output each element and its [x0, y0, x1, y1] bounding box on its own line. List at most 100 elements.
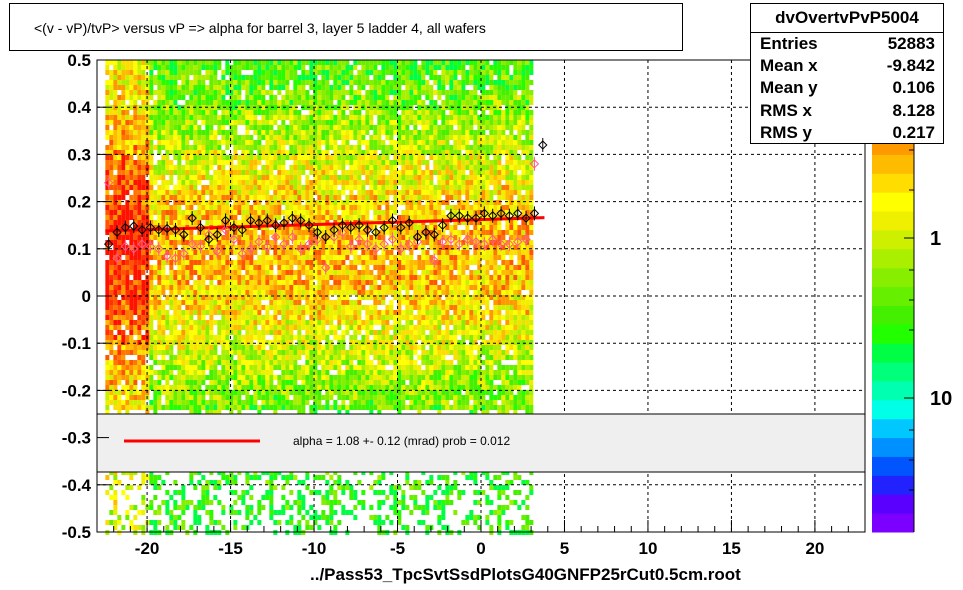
heatmap-cell [253, 280, 258, 285]
heatmap-cell [457, 190, 462, 195]
heatmap-cell [369, 235, 374, 240]
heatmap-cell [497, 80, 502, 85]
heatmap-cell [281, 150, 286, 155]
heatmap-cell [421, 210, 426, 215]
heatmap-cell [125, 160, 130, 165]
heatmap-cell [325, 230, 330, 235]
heatmap-cell [509, 305, 514, 310]
heatmap-cell [405, 105, 410, 110]
heatmap-cell [213, 65, 218, 70]
heatmap-cell [285, 295, 290, 300]
heatmap-cell [225, 270, 230, 275]
heatmap-cell [169, 260, 174, 265]
heatmap-cell [281, 165, 286, 170]
heatmap-cell [161, 125, 166, 130]
heatmap-cell [189, 255, 194, 260]
heatmap-cell [309, 165, 314, 170]
heatmap-cell [361, 180, 366, 185]
heatmap-cell [389, 225, 394, 230]
heatmap-cell [421, 85, 426, 90]
heatmap-cell [181, 240, 186, 245]
heatmap-cell [429, 95, 434, 100]
heatmap-cell [105, 225, 110, 230]
heatmap-cell [269, 165, 274, 170]
heatmap-cell [241, 275, 246, 280]
heatmap-cell [369, 190, 374, 195]
heatmap-cell [377, 190, 382, 195]
heatmap-cell [525, 295, 530, 300]
heatmap-cell [529, 130, 534, 135]
heatmap-cell [433, 165, 438, 170]
heatmap-cell [521, 280, 526, 285]
heatmap-cell [189, 170, 194, 175]
heatmap-cell [333, 255, 338, 260]
heatmap-cell [229, 260, 234, 265]
heatmap-cell [129, 210, 134, 215]
heatmap-cell [241, 245, 246, 250]
heatmap-cell [109, 310, 114, 315]
heatmap-cell [405, 275, 410, 280]
heatmap-cell [337, 100, 342, 105]
heatmap-cell [409, 235, 414, 240]
heatmap-cell [213, 295, 218, 300]
heatmap-cell [357, 285, 362, 290]
heatmap-cell [133, 90, 138, 95]
heatmap-cell [433, 160, 438, 165]
heatmap-cell [369, 305, 374, 310]
heatmap-cell [237, 295, 242, 300]
heatmap-cell [457, 130, 462, 135]
heatmap-cell [497, 305, 502, 310]
heatmap-cell [153, 80, 158, 85]
heatmap-cell [117, 270, 122, 275]
heatmap-cell [277, 285, 282, 290]
heatmap-cell [361, 245, 366, 250]
heatmap-cell [497, 180, 502, 185]
heatmap-cell [413, 130, 418, 135]
heatmap-cell [229, 75, 234, 80]
heatmap-cell [345, 250, 350, 255]
heatmap-cell [209, 150, 214, 155]
heatmap-cell [289, 235, 294, 240]
heatmap-cell [377, 140, 382, 145]
heatmap-cell [513, 100, 518, 105]
heatmap-cell [145, 145, 150, 150]
heatmap-cell [173, 290, 178, 295]
heatmap-cell [421, 265, 426, 270]
heatmap-cell [205, 245, 210, 250]
heatmap-cell [313, 115, 318, 120]
heatmap-cell [329, 115, 334, 120]
heatmap-cell [493, 255, 498, 260]
heatmap-cell [433, 155, 438, 160]
heatmap-cell [229, 295, 234, 300]
heatmap-cell [125, 125, 130, 130]
heatmap-cell [161, 175, 166, 180]
heatmap-cell [197, 230, 202, 235]
heatmap-cell [113, 235, 118, 240]
heatmap-cell [525, 145, 530, 150]
heatmap-cell [189, 290, 194, 295]
heatmap-cell [449, 85, 454, 90]
heatmap-cell [389, 305, 394, 310]
heatmap-cell [505, 80, 510, 85]
heatmap-cell [501, 255, 506, 260]
heatmap-cell [345, 115, 350, 120]
heatmap-cell [477, 120, 482, 125]
heatmap-cell [385, 250, 390, 255]
heatmap-cell [217, 180, 222, 185]
heatmap-cell [473, 230, 478, 235]
heatmap-cell [465, 150, 470, 155]
heatmap-cell [477, 160, 482, 165]
heatmap-cell [129, 140, 134, 145]
heatmap-cell [433, 290, 438, 295]
heatmap-cell [505, 225, 510, 230]
heatmap-cell [341, 135, 346, 140]
heatmap-cell [485, 245, 490, 250]
heatmap-cell [305, 280, 310, 285]
heatmap-cell [397, 235, 402, 240]
heatmap-cell [357, 100, 362, 105]
heatmap-cell [473, 160, 478, 165]
heatmap-cell [485, 290, 490, 295]
heatmap-cell [369, 225, 374, 230]
heatmap-cell [417, 175, 422, 180]
heatmap-cell [517, 115, 522, 120]
